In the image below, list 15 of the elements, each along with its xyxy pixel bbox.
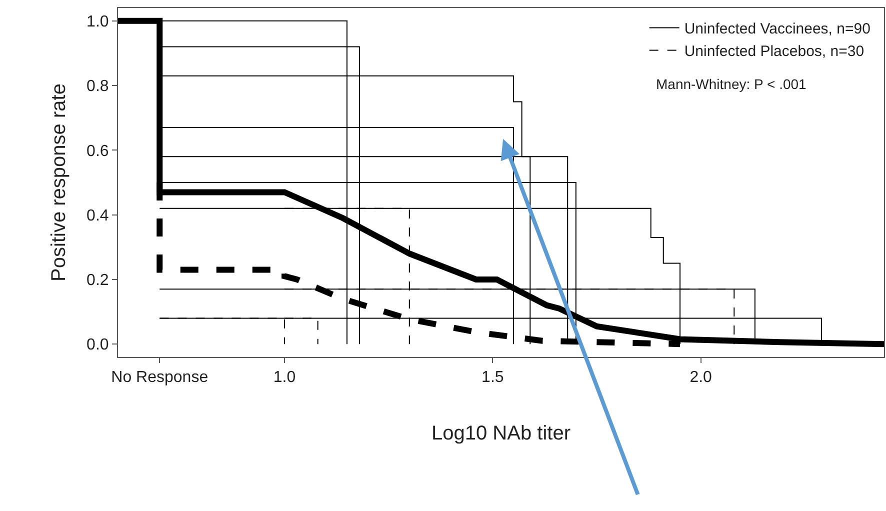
y-tick-label: 1.0: [86, 14, 109, 31]
legend-label: Uninfected Vaccinees, n=90: [684, 20, 870, 38]
y-tick-label: 0.6: [86, 142, 109, 160]
y-tick-label: 0.8: [86, 78, 109, 96]
x-axis-title: Log10 NAb titer: [432, 422, 571, 445]
x-tick-label: 2.0: [690, 369, 712, 386]
x-tick-label: No Response: [111, 369, 208, 386]
x-tick-label: 1.5: [482, 369, 504, 386]
x-tick-label: 1.0: [273, 369, 296, 386]
y-tick-label: 0.2: [86, 272, 109, 290]
legend-label: Uninfected Placebos, n=30: [684, 43, 864, 60]
y-tick-label: 0.4: [86, 207, 109, 224]
y-axis-title: Positive response rate: [48, 84, 70, 282]
annotation: Mann-Whitney: P < .001: [656, 76, 807, 92]
y-tick-label: 0.0: [86, 336, 109, 354]
